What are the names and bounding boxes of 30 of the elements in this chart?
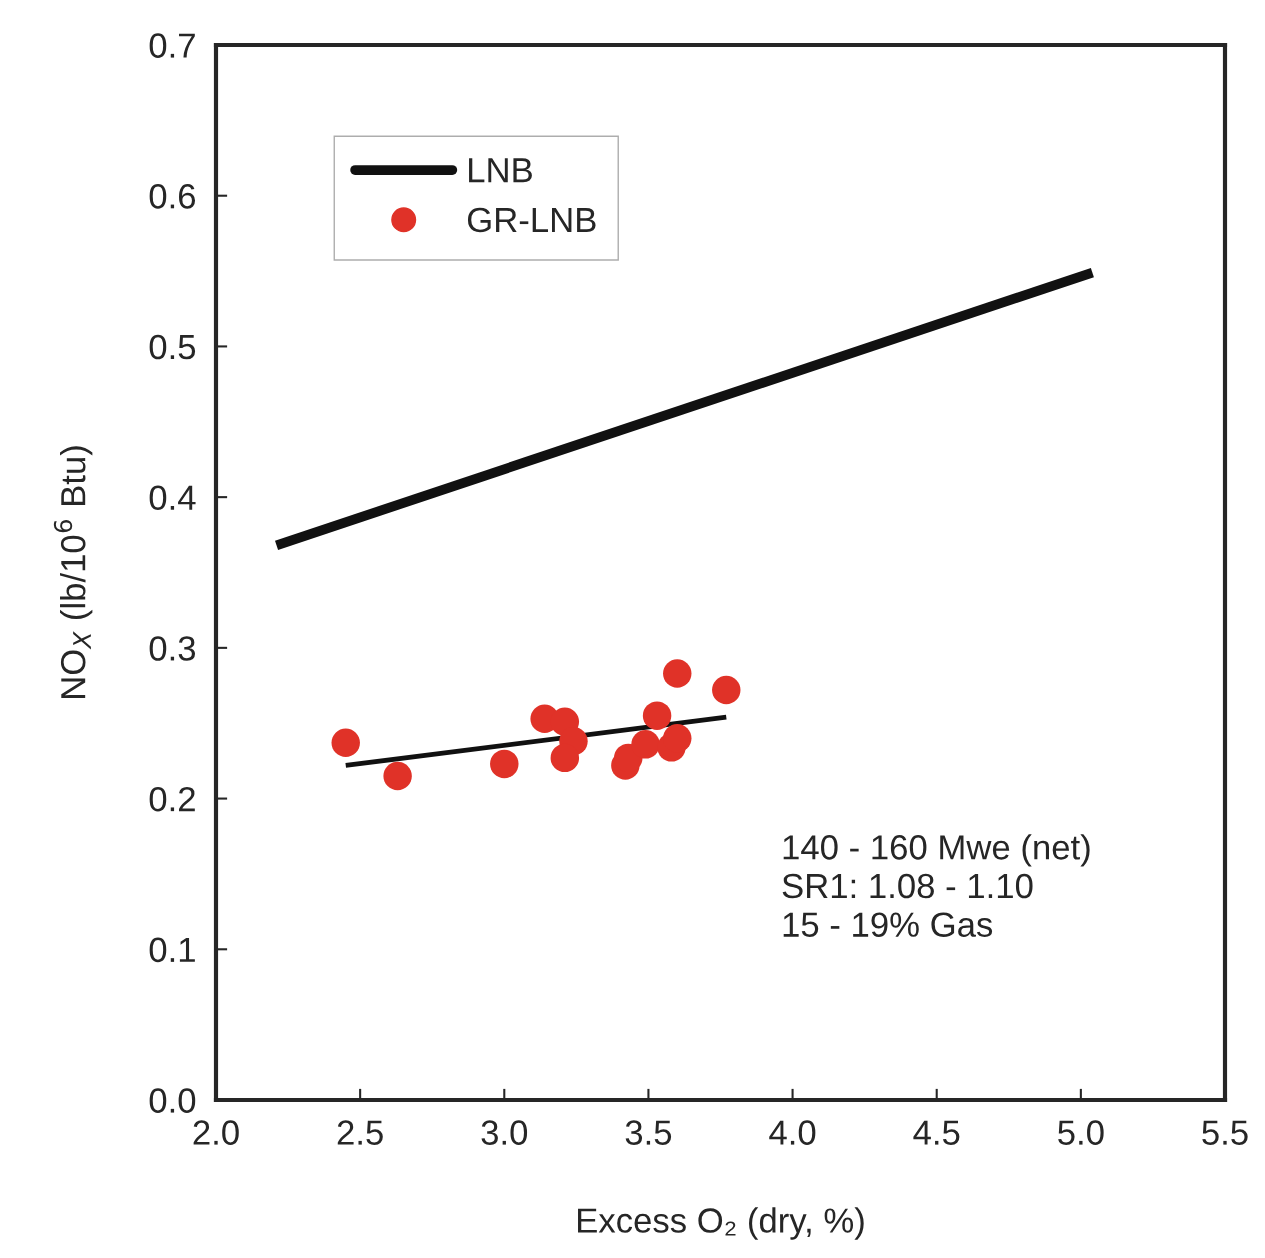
x-tick-label: 4.0 (769, 1120, 816, 1145)
x-tick-label: 5.5 (1202, 1120, 1248, 1145)
legend-label: LNB (469, 158, 532, 183)
y-tick-label: 0.6 (149, 184, 196, 209)
point (712, 675, 741, 705)
y-tick-label: 0.3 (149, 636, 196, 661)
x-tick-label: 2.5 (337, 1120, 383, 1145)
x-tick-label: 2.0 (193, 1120, 239, 1145)
point (331, 728, 360, 758)
y-tick-label: 0.0 (149, 1088, 196, 1113)
y-tick-label: 0.5 (149, 334, 196, 360)
y-tick-label: 0.1 (149, 937, 195, 963)
x-tick-label: 5.0 (1058, 1120, 1104, 1145)
point (631, 730, 660, 759)
point (490, 749, 519, 779)
y-tick-label: 0.4 (149, 485, 196, 511)
x-axis-title: Excess O₂ (dry, %) (578, 1207, 864, 1240)
x-tick-label: 4.5 (913, 1120, 960, 1145)
point (663, 659, 692, 688)
y-axis-title: NO$_{X}$ (lb/10$^{6}$ Btu) (53, 446, 93, 698)
annotation: 140 - 160 Mwe (net) SR1: 1.08 - 1.10 15 - 19% Gas (782, 834, 1090, 937)
point (663, 724, 692, 753)
point (550, 743, 580, 773)
point (383, 761, 412, 791)
point (642, 701, 672, 730)
x-tick-label: 3.5 (625, 1120, 672, 1145)
x-tick-label: 3.0 (481, 1120, 528, 1145)
y-tick-label: 0.7 (149, 33, 195, 58)
legend-label: GR-LNB (467, 207, 596, 233)
y-tick-label: 0.2 (149, 786, 195, 812)
